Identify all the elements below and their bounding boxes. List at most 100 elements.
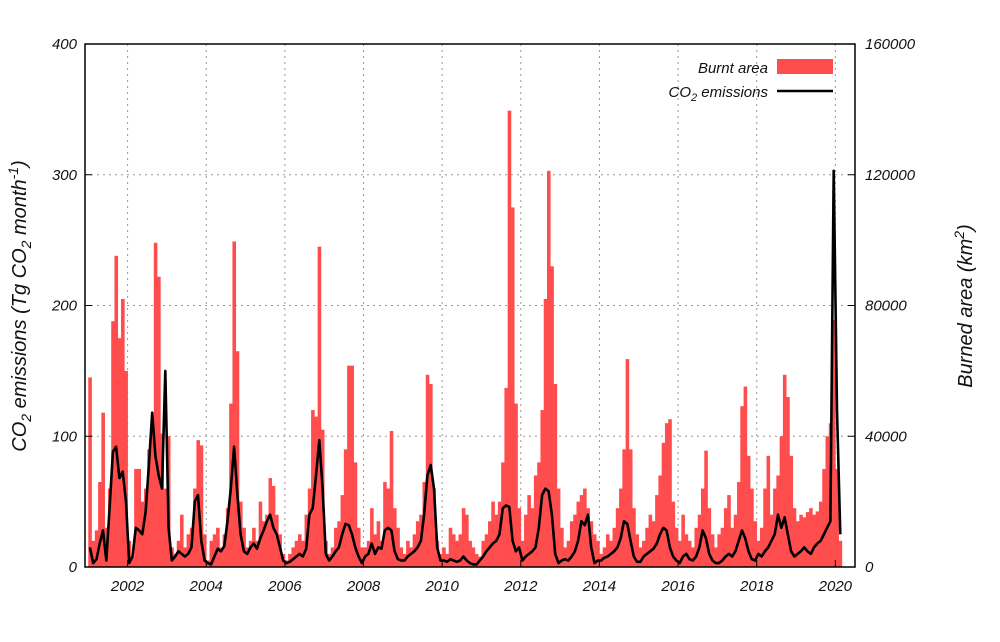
- burnt-area-bar: [268, 478, 273, 567]
- burnt-area-bar: [471, 547, 476, 567]
- burnt-area-bar: [746, 455, 751, 567]
- burnt-area-bar: [707, 508, 712, 567]
- burnt-area-bar: [248, 540, 253, 567]
- burnt-area-bar: [376, 521, 381, 567]
- burnt-area-bar: [540, 410, 545, 567]
- burnt-area-bar: [291, 547, 296, 567]
- burnt-area-bar: [533, 475, 538, 567]
- burnt-area-bar: [766, 455, 771, 567]
- burnt-area-bar: [596, 540, 600, 567]
- burnt-area-bar: [730, 527, 735, 567]
- burnt-area-bar: [514, 403, 518, 567]
- burnt-area-bar: [687, 540, 692, 567]
- burnt-area-bar: [465, 514, 469, 567]
- burnt-area-bar: [334, 527, 338, 567]
- co2-emissions-line: [88, 169, 842, 566]
- burnt-area-bar: [435, 540, 440, 567]
- burnt-area-bar: [212, 534, 217, 567]
- y-right-tick-label: 40000: [865, 428, 907, 445]
- burnt-area-bar: [461, 508, 466, 567]
- burnt-area-bar: [275, 514, 279, 567]
- x-tick-label: 2018: [739, 578, 774, 595]
- burnt-area-bar: [701, 488, 705, 567]
- burnt-area-bar: [753, 521, 758, 567]
- burnt-area-bar: [252, 527, 256, 567]
- burnt-area-bar: [88, 377, 92, 567]
- burnt-area-bar: [255, 540, 259, 567]
- y-left-tick-label: 0: [69, 559, 78, 576]
- burnt-area-bar: [543, 298, 548, 567]
- burnt-area-bar: [763, 488, 767, 567]
- burnt-area-bar: [625, 359, 630, 567]
- burnt-area-bar: [520, 540, 525, 567]
- burnt-area-bar: [628, 449, 633, 567]
- burnt-area-bar: [579, 495, 584, 567]
- burnt-area-bar: [389, 431, 394, 567]
- burnt-area-bar: [569, 521, 574, 567]
- burnt-area-bar: [442, 547, 446, 567]
- burnt-area-bar: [664, 423, 669, 567]
- burnt-area-bar: [547, 170, 551, 567]
- burnt-area-bar: [98, 482, 102, 567]
- burnt-area-bar: [147, 449, 151, 567]
- burnt-area-bar: [193, 488, 197, 567]
- burnt-area-bar: [101, 412, 105, 567]
- legend-burnt-area-swatch: [777, 59, 833, 74]
- burnt-area-bar: [527, 495, 531, 567]
- burnt-area-bar: [222, 534, 227, 567]
- burnt-area-bar: [216, 527, 220, 567]
- burnt-area-bar: [107, 488, 112, 567]
- burnt-area-bar: [451, 534, 456, 567]
- burnt-area-bar: [583, 488, 587, 567]
- burnt-area-bar: [199, 445, 204, 567]
- burnt-area-bar: [822, 468, 826, 567]
- burnt-area-bar: [114, 255, 119, 567]
- burnt-area-bar: [202, 534, 207, 567]
- y-axis-right-label: Burned area (km2): [951, 224, 977, 387]
- y-left-tick-label: 300: [52, 167, 78, 184]
- burnt-area-bar: [347, 365, 351, 567]
- burnt-area-bar: [727, 495, 731, 567]
- burnt-area-bar: [356, 527, 361, 567]
- burnt-area-bar: [150, 429, 155, 567]
- x-tick-label: 2008: [346, 578, 381, 595]
- burnt-area-bar: [163, 488, 168, 567]
- burnt-area-bar: [678, 540, 682, 567]
- burnt-area-bar: [235, 351, 240, 567]
- burnt-area-bar: [802, 517, 807, 567]
- burnt-area-bar: [622, 449, 626, 567]
- burnt-area-bar: [681, 514, 685, 567]
- burnt-area-bar: [779, 436, 784, 567]
- burnt-area-bar: [448, 527, 453, 567]
- burnt-area-bar: [605, 534, 610, 567]
- burnt-area-bar: [720, 527, 725, 567]
- burnt-area-bar: [265, 514, 269, 567]
- burnt-area-bar: [370, 508, 374, 567]
- burnt-area-bar: [825, 436, 830, 567]
- burnt-area-bar: [504, 387, 508, 567]
- burnt-area-bar: [317, 246, 322, 567]
- burnt-area-bar: [311, 410, 315, 567]
- burnt-area-bar: [671, 501, 676, 567]
- burnt-area-bar: [832, 319, 836, 567]
- burnt-area-bar: [409, 547, 413, 567]
- burnt-area-bar: [553, 383, 558, 567]
- burnt-area-bar: [733, 514, 738, 567]
- y-axis-left-label: CO2 emissions (Tg CO2 month-1): [5, 160, 34, 451]
- burnt-area-bar: [415, 521, 420, 567]
- burnt-area-bar: [353, 462, 358, 567]
- burnt-area-bar: [612, 527, 617, 567]
- burnt-area-bar: [350, 365, 354, 567]
- burnt-area-bar: [796, 521, 800, 567]
- burnt-area-bar: [510, 207, 515, 567]
- burnt-area-bar: [812, 514, 816, 567]
- x-tick-label: 2002: [110, 578, 145, 595]
- burnt-area-bar: [550, 266, 554, 567]
- burnt-area-bar: [792, 508, 797, 567]
- burnt-area-bar: [566, 540, 571, 567]
- burnt-area-bar: [474, 553, 479, 567]
- burnt-area-bar: [563, 547, 567, 567]
- y-right-tick-label: 120000: [865, 167, 916, 184]
- y-left-tick-label: 400: [52, 36, 78, 53]
